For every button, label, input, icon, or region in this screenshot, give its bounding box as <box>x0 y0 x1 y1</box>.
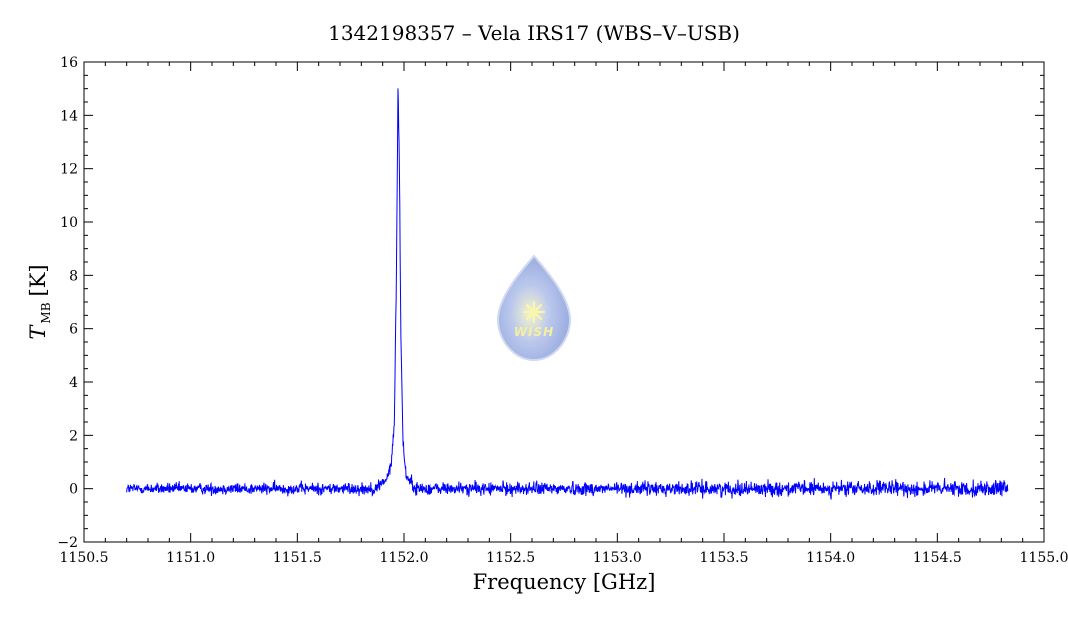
x-tick-label: 1152.5 <box>486 550 535 566</box>
y-tick-label: 10 <box>60 215 78 231</box>
y-axis-symbol: T <box>26 324 50 340</box>
y-tick-label: 0 <box>69 482 78 498</box>
y-tick-label: −2 <box>57 535 78 551</box>
x-axis-title: Frequency [GHz] <box>473 570 656 594</box>
y-axis-title: TMB [K] <box>26 264 53 339</box>
y-tick-label: 8 <box>69 268 78 284</box>
x-tick-label: 1153.5 <box>700 550 749 566</box>
x-tick-labels: 1150.5 1151.0 1151.5 1152.0 1152.5 1153.0 1153… <box>60 550 1068 566</box>
x-tick-label: 1152.0 <box>380 550 429 566</box>
chart-title: 1342198357 – Vela IRS17 (WBS–V–USB) <box>328 21 740 45</box>
wish-logo: WISH <box>498 256 570 360</box>
y-axis-subscript: MB <box>39 302 53 323</box>
y-axis-unit: [K] <box>26 264 50 296</box>
y-tick-label: 12 <box>60 162 78 178</box>
y-tick-label: 14 <box>60 108 78 124</box>
x-tick-label: 1154.0 <box>806 550 855 566</box>
x-tick-label: 1155.0 <box>1020 550 1068 566</box>
y-tick-label: 4 <box>69 375 78 391</box>
logo-text: WISH <box>514 325 554 339</box>
y-tick-label: 6 <box>69 322 78 338</box>
x-tick-label: 1151.5 <box>273 550 322 566</box>
spectrum-series-line <box>127 88 1008 499</box>
series-layer <box>127 88 1008 499</box>
y-tick-label: 16 <box>60 55 78 71</box>
x-tick-label: 1150.5 <box>60 550 109 566</box>
y-tick-label: 2 <box>69 428 78 444</box>
logo-star-icon <box>524 302 544 322</box>
x-tick-label: 1153.0 <box>593 550 642 566</box>
x-tick-label: 1151.0 <box>166 550 215 566</box>
x-tick-label: 1154.5 <box>913 550 962 566</box>
y-tick-labels: −2 0 2 4 6 8 10 12 14 16 <box>57 55 78 551</box>
